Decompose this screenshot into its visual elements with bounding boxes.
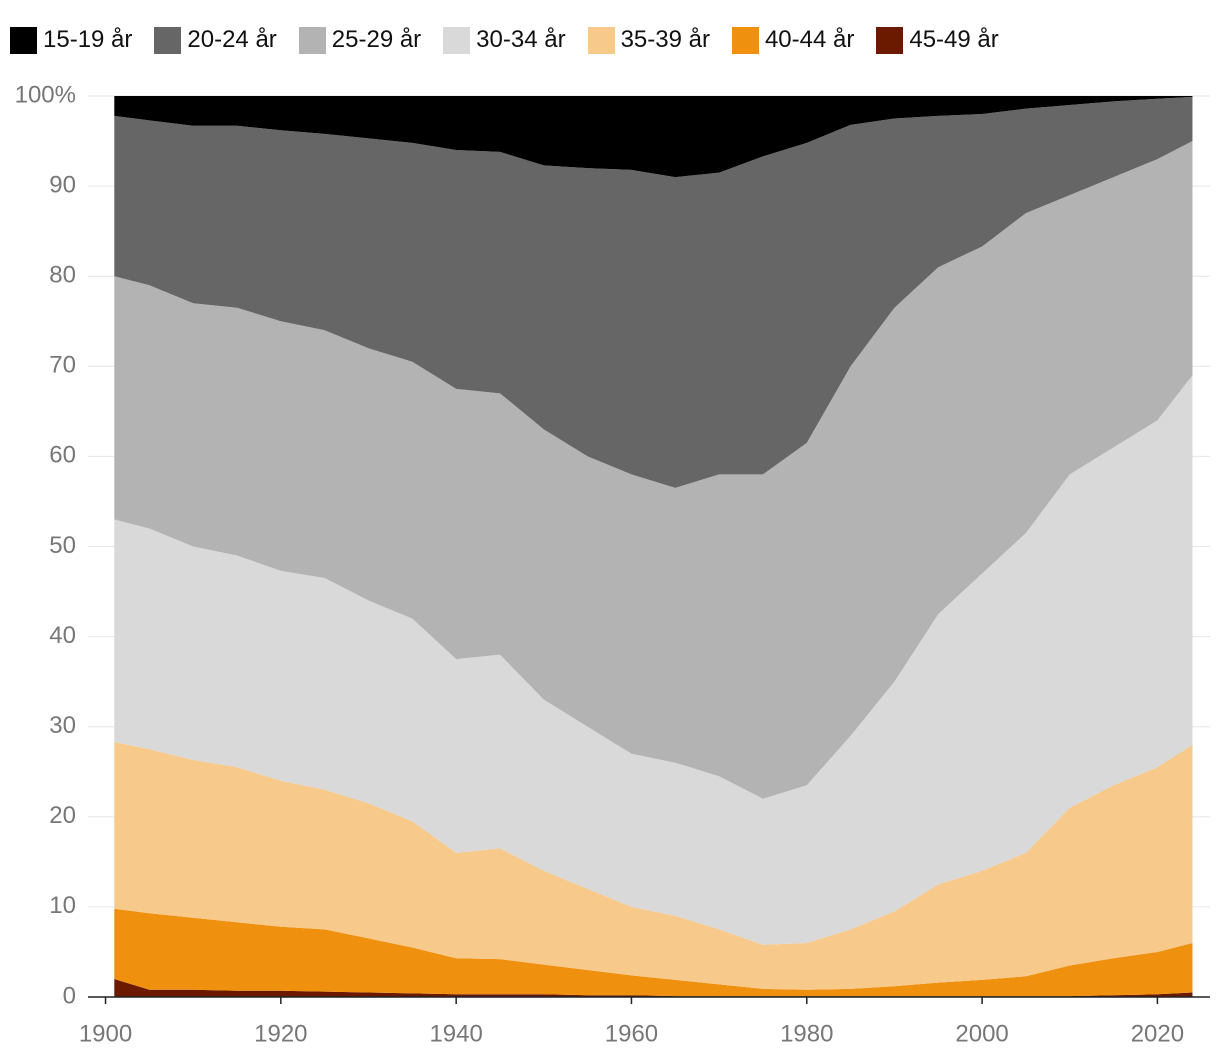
legend-swatch (587, 26, 615, 54)
area (114, 96, 1193, 488)
area (114, 375, 1193, 945)
legend-label: 15-19 år (43, 26, 133, 53)
area (114, 978, 1193, 997)
y-tick-label: 40 (49, 622, 76, 649)
y-tick-label: 0 (63, 982, 76, 1009)
legend-item: 45-49 år (876, 26, 999, 54)
y-tick-label: 70 (49, 352, 76, 379)
y-tick-label: 80 (49, 262, 76, 289)
legend-swatch (154, 26, 182, 54)
legend-label: 35-39 år (620, 26, 710, 53)
legend-item: 20-24 år (154, 26, 277, 54)
area (114, 96, 1193, 178)
legend-label: 45-49 år (909, 26, 999, 53)
legend-swatch (10, 26, 37, 54)
area (114, 908, 1193, 997)
x-tick-label: 2000 (955, 1020, 1008, 1047)
legend-swatch (876, 26, 904, 54)
legend-swatch (443, 26, 471, 54)
x-tick-label: 1920 (254, 1020, 307, 1047)
legend-item: 30-34 år (443, 26, 566, 54)
area (114, 141, 1193, 799)
legend-label: 25-29 år (331, 26, 422, 53)
y-tick-label: 90 (49, 171, 76, 198)
legend-swatch (731, 26, 759, 54)
x-tick-label: 1980 (780, 1020, 833, 1047)
y-tick-label: 60 (49, 442, 76, 469)
legend-item: 40-44 år (731, 26, 855, 54)
y-tick-label: 30 (49, 712, 76, 739)
legend-label: 20-24 år (187, 26, 277, 53)
x-tick-label: 1960 (605, 1020, 658, 1047)
legend-label: 30-34 år (476, 26, 566, 53)
legend-swatch (298, 26, 326, 54)
y-tick-label: 10 (49, 892, 76, 919)
legend-label: 40-44 år (764, 26, 855, 53)
x-tick-label: 2020 (1131, 1020, 1184, 1047)
legend-item: 35-39 år (587, 26, 710, 54)
legend-item: 25-29 år (298, 26, 422, 54)
legend: 15-19 år 20-24 år 25-29 år 30-34 år 35-39 år… (10, 26, 999, 54)
y-tick-label: 20 (49, 802, 76, 829)
y-tick-label: 100% (15, 81, 76, 108)
area (114, 742, 1193, 990)
y-tick-label: 50 (49, 532, 76, 559)
x-tick-label: 1900 (79, 1020, 132, 1047)
legend-item: 15-19 år (10, 26, 132, 54)
x-tick-label: 1940 (429, 1020, 482, 1047)
